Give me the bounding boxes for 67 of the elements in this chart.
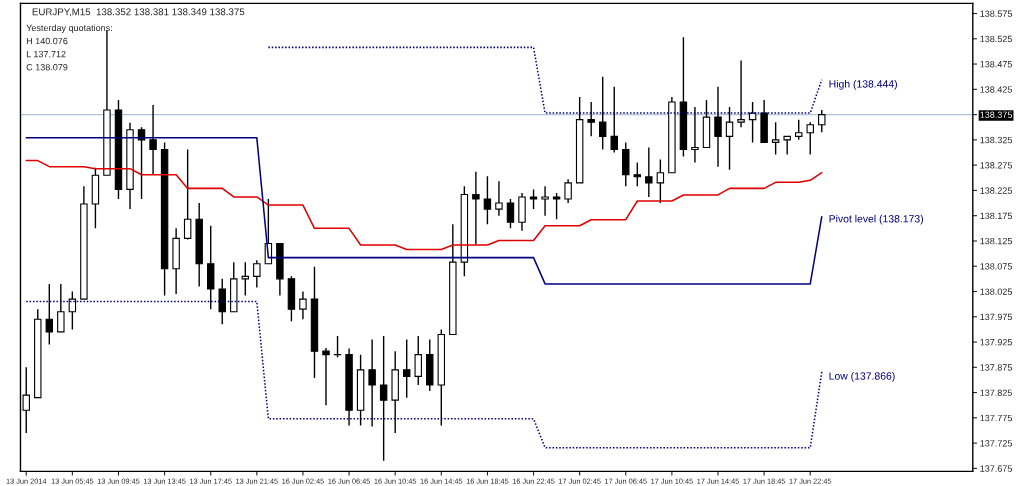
- annotation: C 138.079: [26, 64, 68, 71]
- candlestick: [771, 121, 780, 156]
- text: Pivot level (138.173): [829, 214, 923, 225]
- candlestick: [414, 335, 422, 386]
- y-tick-label: 137.875: [980, 364, 1012, 371]
- y-tick-label: 138.425: [980, 86, 1012, 93]
- candlestick: [587, 101, 595, 138]
- candlestick: [253, 259, 261, 289]
- candlestick: [725, 106, 734, 171]
- candlestick: [483, 175, 492, 225]
- y-tick-label: 138.475: [980, 61, 1012, 68]
- candlestick: [322, 347, 330, 406]
- candlestick: [45, 283, 54, 346]
- annotation: H 140.076: [26, 37, 68, 45]
- candlestick: [68, 290, 77, 331]
- candlestick: [552, 192, 561, 220]
- candlestick: [633, 161, 642, 188]
- y-tick-label: 138.175: [980, 212, 1012, 220]
- candlestick: [57, 283, 65, 333]
- y-tick-label: 138.375: [980, 111, 1012, 118]
- line-series: [25, 159, 823, 251]
- candlestick: [183, 148, 192, 241]
- candlestick: [598, 75, 607, 151]
- candlestick: [714, 86, 722, 168]
- candlestick: [806, 121, 814, 156]
- text: Low (137.866): [829, 372, 895, 382]
- candlestick: [645, 146, 653, 198]
- candlestick: [218, 278, 226, 326]
- candlestick: [691, 106, 699, 164]
- chart-title: EURJPY,M15 138.352 138.381 138.349 138.375: [32, 8, 245, 17]
- candlestick: [402, 338, 411, 399]
- candlestick: [737, 59, 745, 128]
- candlestick: [299, 290, 307, 320]
- y-tick-label: 137.825: [980, 389, 1012, 396]
- candlestick: [379, 335, 388, 462]
- candlestick: [656, 158, 665, 204]
- y-tick-label: 137.925: [980, 339, 1012, 346]
- candlestick: [506, 198, 515, 230]
- candlestick: [794, 118, 803, 141]
- candlestick: [472, 171, 480, 246]
- line-series: [25, 300, 823, 449]
- candlestick: [333, 335, 342, 358]
- y-tick-label: 138.325: [980, 136, 1012, 144]
- annotation: Yesterday quotations:: [26, 24, 112, 33]
- candlestick: [783, 135, 791, 156]
- y-tick-label: 137.775: [980, 414, 1012, 422]
- y-tick-label: 138.275: [980, 162, 1012, 169]
- y-tick-label: 137.725: [980, 440, 1012, 447]
- y-tick-label: 138.025: [980, 288, 1012, 295]
- candlestick: [610, 86, 618, 154]
- candlestick: [368, 338, 376, 428]
- candlestick: [529, 188, 538, 210]
- candlestick: [564, 178, 572, 204]
- annotation: L 137.712: [26, 50, 66, 58]
- y-tick-label: 137.975: [980, 313, 1012, 321]
- candlestick: [495, 180, 503, 217]
- y-tick-label: 138.525: [980, 35, 1012, 43]
- candlestick: [241, 261, 250, 297]
- y-tick-label: 138.225: [980, 187, 1012, 194]
- candlestick: [818, 109, 826, 133]
- text: High (138.444): [829, 79, 897, 90]
- y-tick-label: 138.075: [980, 263, 1012, 270]
- y-tick-label: 138.575: [980, 10, 1012, 17]
- candlestick: [541, 185, 549, 217]
- y-tick-label: 138.125: [980, 237, 1012, 245]
- y-tick-label: 137.675: [980, 465, 1012, 472]
- candlestick: [149, 104, 157, 176]
